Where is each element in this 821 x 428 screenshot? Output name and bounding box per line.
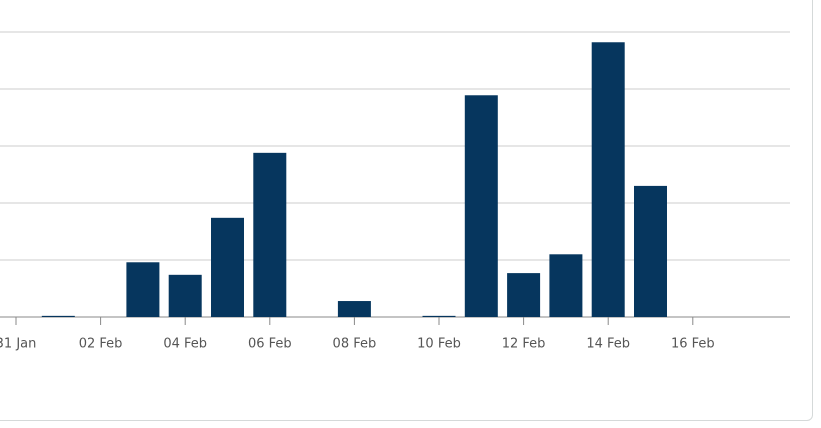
- bar: [634, 185, 667, 317]
- x-tick-label: 08 Feb: [333, 337, 377, 352]
- bar: [549, 254, 583, 317]
- bar: [464, 95, 498, 318]
- x-tick-label: 04 Feb: [163, 337, 207, 352]
- x-tick-label: 10 Feb: [417, 337, 461, 352]
- bar: [507, 273, 541, 317]
- bar: [168, 274, 202, 317]
- bar: [126, 262, 160, 317]
- bar: [253, 152, 287, 317]
- bar: [337, 301, 371, 317]
- x-tick-label: 12 Feb: [502, 337, 546, 352]
- card: [0, 0, 813, 421]
- bar: [211, 217, 244, 317]
- bar: [41, 315, 75, 317]
- x-tick-label: 31 Jan: [0, 337, 36, 352]
- x-tick-label: 16 Feb: [671, 337, 715, 352]
- x-tick-label: 06 Feb: [248, 337, 292, 352]
- bar: [422, 315, 456, 317]
- bar: [591, 42, 625, 317]
- x-tick-label: 02 Feb: [79, 337, 123, 352]
- x-tick-label: 14 Feb: [586, 337, 630, 352]
